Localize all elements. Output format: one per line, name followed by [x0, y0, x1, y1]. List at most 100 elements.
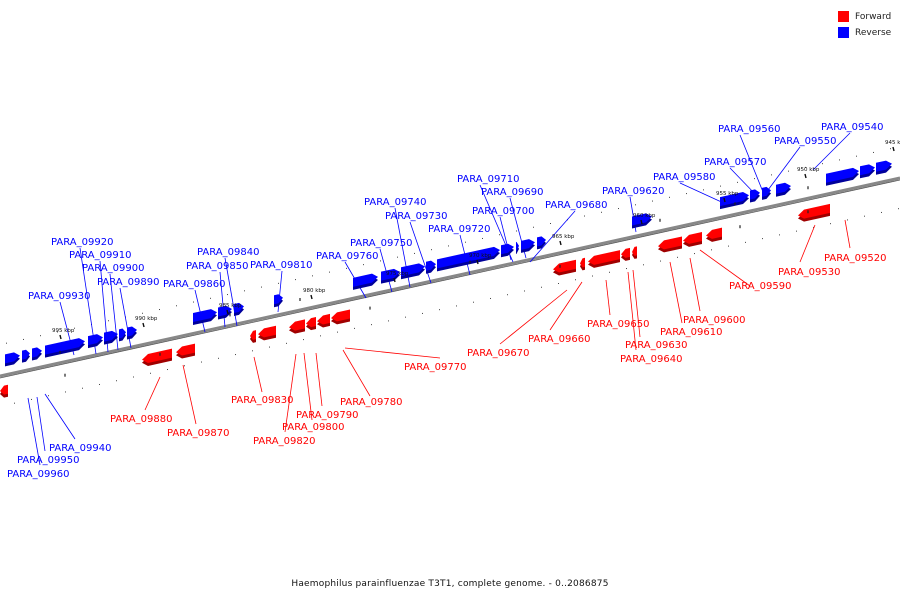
gene-label[interactable]: PARA_09810 — [250, 260, 312, 271]
gene-leader-line — [739, 134, 764, 193]
gene-leader-line — [303, 352, 313, 421]
gene-label[interactable]: PARA_09860 — [163, 279, 225, 290]
ruler-dot — [405, 316, 406, 318]
gene-label[interactable]: PARA_09950 — [17, 455, 79, 466]
ruler-dot — [703, 189, 704, 191]
gene-label[interactable]: PARA_09560 — [718, 124, 780, 135]
gene-leader-line — [767, 146, 801, 191]
ruler-dot — [184, 365, 185, 367]
gene-label[interactable]: PARA_09780 — [340, 397, 402, 408]
gene-label[interactable]: PARA_09710 — [457, 174, 519, 185]
gene-label[interactable]: PARA_09890 — [97, 277, 159, 288]
gene-leader-line — [812, 132, 851, 171]
gene-label[interactable]: PARA_09960 — [7, 469, 69, 480]
reverse-gene-arrow — [32, 347, 42, 361]
ruler-dot — [813, 226, 814, 228]
coordinate-tick-label: 975 kbp — [386, 271, 409, 277]
gene-label[interactable]: PARA_09700 — [472, 206, 534, 217]
gene-label[interactable]: PARA_09900 — [82, 263, 144, 274]
reverse-gene-arrow — [5, 352, 20, 367]
gene-label[interactable]: PARA_09550 — [774, 136, 836, 147]
gene-label[interactable]: PARA_09520 — [824, 253, 886, 264]
gene-label[interactable]: PARA_09620 — [602, 186, 664, 197]
gene-label[interactable]: PARA_09660 — [528, 334, 590, 345]
forward-gene-arrow — [658, 236, 682, 253]
legend-label: Reverse — [855, 27, 892, 38]
gene-label[interactable]: PARA_09610 — [660, 327, 722, 338]
gene-label[interactable]: PARA_09680 — [545, 200, 607, 211]
reverse-gene-arrow — [104, 330, 118, 345]
ruler-dot — [822, 163, 823, 165]
reverse-gene-arrow — [88, 334, 103, 349]
gene-leader-line — [182, 364, 197, 425]
ruler-dot — [635, 204, 636, 206]
ruler-dot — [142, 312, 143, 314]
gene-label[interactable]: PARA_09820 — [253, 436, 315, 447]
gene-label[interactable]: PARA_09650 — [587, 319, 649, 330]
reverse-gene-arrow — [218, 305, 232, 320]
gene-leader-line — [36, 396, 46, 452]
gene-leader-line — [144, 376, 161, 411]
gene-label[interactable]: PARA_09930 — [28, 291, 90, 302]
figure-caption: Haemophilus parainfluenzae T3T1, complet… — [291, 579, 609, 589]
gene-label[interactable]: PARA_09640 — [620, 354, 682, 365]
gene-label[interactable]: PARA_09880 — [110, 414, 172, 425]
genome-axis-shadow — [0, 179, 900, 379]
ruler-dot — [541, 286, 542, 288]
ruler-dot — [167, 369, 168, 371]
gene-leader-line — [379, 248, 393, 293]
gene-label[interactable]: PARA_09910 — [69, 250, 131, 261]
ruler-dot — [312, 275, 313, 277]
ruler-dot — [524, 290, 525, 292]
gene-label[interactable]: PARA_09590 — [729, 281, 791, 292]
reverse-gene-arrow — [381, 268, 400, 284]
reverse-gene-arrow — [762, 186, 771, 200]
forward-gene-arrow — [798, 203, 830, 222]
gene-label[interactable]: PARA_09580 — [653, 172, 715, 183]
reverse-gene-arrow — [437, 246, 500, 272]
ruler-dot — [507, 294, 508, 296]
gene-label[interactable]: PARA_09850 — [186, 261, 248, 272]
gene-label[interactable]: PARA_09940 — [49, 443, 111, 454]
gene-label[interactable]: PARA_09630 — [625, 340, 687, 351]
gene-label[interactable]: PARA_09770 — [404, 362, 466, 373]
gene-label[interactable]: PARA_09570 — [704, 157, 766, 168]
ruler-dot — [448, 245, 449, 247]
ruler-dot — [601, 211, 602, 213]
gene-leader-line — [315, 352, 323, 407]
forward-gene-arrow — [621, 247, 630, 261]
gene-label[interactable]: PARA_09830 — [231, 395, 293, 406]
gene-label[interactable]: PARA_09760 — [316, 251, 378, 262]
reverse-gene-arrow — [234, 302, 244, 317]
gene-label[interactable]: PARA_09530 — [778, 267, 840, 278]
gene-label[interactable]: PARA_09600 — [683, 315, 745, 326]
coordinate-tick — [59, 334, 62, 340]
gene-label[interactable]: PARA_09670 — [467, 348, 529, 359]
ruler-dot — [779, 234, 780, 236]
ruler-dot — [856, 155, 857, 157]
gene-label[interactable]: PARA_09740 — [364, 197, 426, 208]
ruler-dot — [397, 256, 398, 258]
forward-gene-arrow — [250, 330, 256, 343]
ruler-dot — [745, 241, 746, 243]
gene-label[interactable]: PARA_09920 — [51, 237, 113, 248]
gene-label[interactable]: PARA_09540 — [821, 122, 883, 133]
gene-leader-line — [844, 219, 851, 249]
ruler-dot — [592, 275, 593, 277]
gene-label[interactable]: PARA_09800 — [282, 422, 344, 433]
gene-label[interactable]: PARA_09750 — [350, 238, 412, 249]
gene-label[interactable]: PARA_09840 — [197, 247, 259, 258]
reverse-gene-arrow — [776, 182, 791, 197]
gene-label[interactable]: PARA_09870 — [167, 428, 229, 439]
gene-label[interactable]: PARA_09790 — [296, 410, 358, 421]
gene-label[interactable]: PARA_09720 — [428, 224, 490, 235]
ruler-dot — [244, 290, 245, 292]
gene-label[interactable]: PARA_09730 — [385, 211, 447, 222]
gene-leader-line — [253, 356, 263, 393]
ruler-dot — [669, 196, 670, 198]
ruler-dot — [31, 398, 32, 400]
reverse-gene-arrow — [45, 338, 85, 358]
gene-label[interactable]: PARA_09690 — [481, 187, 543, 198]
forward-gene-arrow — [289, 319, 305, 334]
